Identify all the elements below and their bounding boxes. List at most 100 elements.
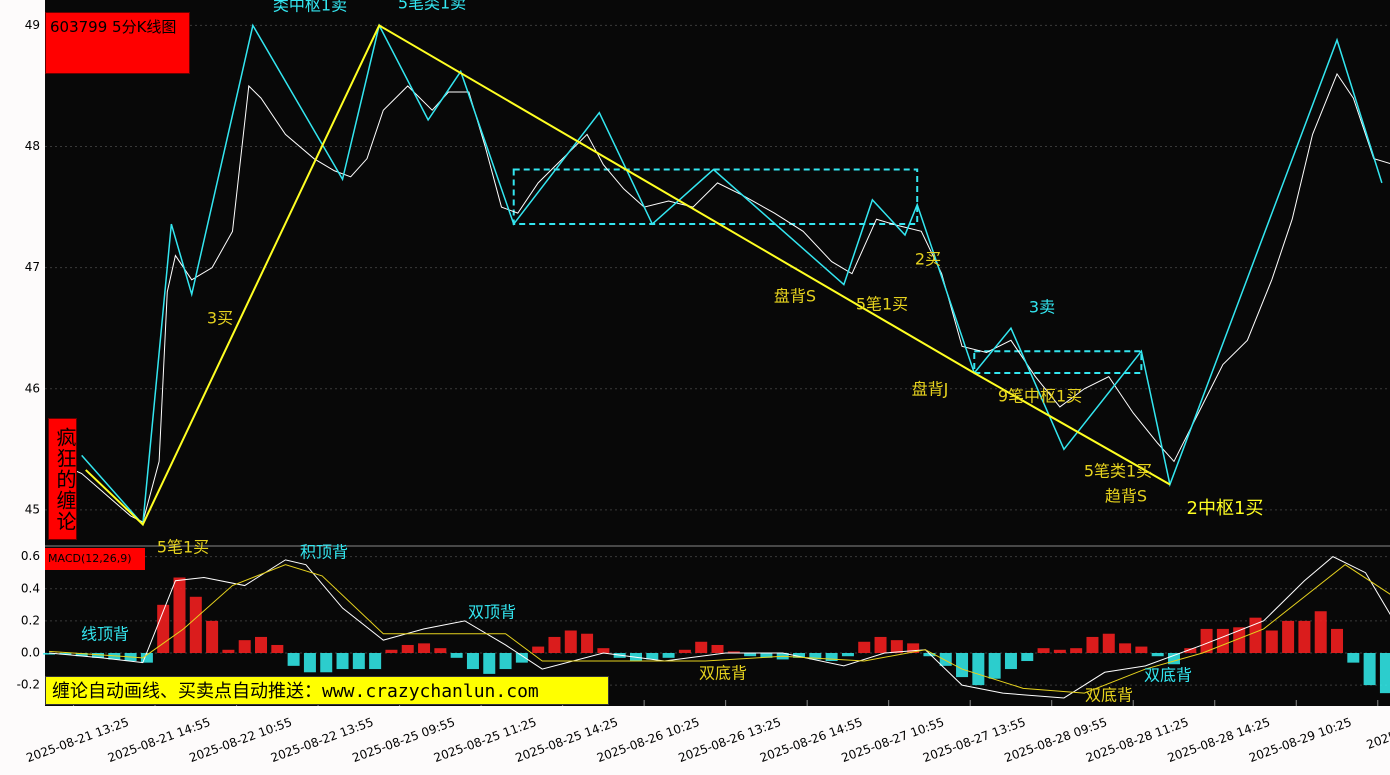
macd-label: MACD(12,26,9) bbox=[45, 548, 145, 570]
macd-bar bbox=[923, 653, 936, 657]
macd-bar bbox=[1298, 620, 1311, 653]
macd-bar bbox=[303, 653, 316, 673]
macd-bar bbox=[744, 653, 757, 657]
macd-annotation: 双底背 bbox=[1144, 666, 1192, 685]
chart-title: 603799 5分K线图 bbox=[45, 12, 190, 74]
macd-bar bbox=[956, 653, 969, 678]
macd-bar bbox=[890, 640, 903, 653]
macd-annotation: 双底背 bbox=[1085, 686, 1133, 705]
dif-line bbox=[49, 556, 1390, 699]
macd-bar bbox=[907, 643, 920, 653]
y-tick-label: 47 bbox=[25, 260, 40, 274]
macd-bar bbox=[1151, 653, 1164, 657]
macd-bar bbox=[548, 636, 561, 653]
macd-tick-label: 0.0 bbox=[21, 646, 40, 660]
macd-bar bbox=[1347, 653, 1360, 663]
macd-bar bbox=[434, 648, 447, 653]
macd-bar bbox=[939, 653, 952, 666]
macd-bar bbox=[825, 653, 838, 662]
macd-annotation: 双底背 bbox=[699, 664, 747, 683]
macd-bar bbox=[874, 636, 887, 653]
macd-annotation: 线顶背 bbox=[81, 625, 129, 644]
macd-bar bbox=[727, 651, 740, 653]
macd-bar bbox=[43, 653, 56, 655]
macd-bar bbox=[678, 649, 691, 653]
macd-bar bbox=[1070, 648, 1083, 653]
macd-bar bbox=[352, 653, 365, 670]
macd-bar bbox=[597, 648, 610, 653]
macd-bar bbox=[646, 653, 659, 660]
side-label: 疯狂的缠论 bbox=[48, 418, 77, 540]
macd-bar bbox=[1233, 627, 1246, 653]
macd-tick-label: 0.2 bbox=[21, 613, 40, 627]
macd-bar bbox=[271, 644, 284, 653]
y-tick-label: 46 bbox=[25, 381, 40, 395]
macd-bar bbox=[809, 653, 822, 660]
annotation: 5笔类1买 bbox=[1084, 462, 1152, 481]
macd-bar bbox=[336, 653, 349, 670]
macd-bar bbox=[1200, 628, 1213, 653]
macd-bar bbox=[515, 653, 528, 663]
macd-bar bbox=[858, 641, 871, 653]
macd-bar bbox=[1379, 653, 1390, 694]
macd-bar bbox=[385, 649, 398, 653]
macd-annotation: 积顶背 bbox=[300, 543, 348, 562]
y-tick-label: 45 bbox=[25, 502, 40, 516]
price-line bbox=[48, 72, 1390, 523]
y-tick-label: 48 bbox=[25, 139, 40, 153]
macd-bar bbox=[206, 620, 219, 653]
macd-tick-label: -0.2 bbox=[17, 678, 40, 692]
macd-bar bbox=[189, 596, 202, 653]
macd-bar bbox=[1216, 628, 1229, 653]
macd-bar bbox=[499, 653, 512, 670]
banner: 缠论自动画线、买卖点自动推送：www.crazychanlun.com bbox=[45, 676, 609, 705]
macd-bar bbox=[173, 577, 186, 653]
macd-bar bbox=[59, 653, 72, 655]
annotation: 5笔1买 bbox=[157, 538, 209, 557]
macd-bar bbox=[695, 641, 708, 653]
annotation: 5笔类1卖 bbox=[398, 0, 466, 13]
macd-bar bbox=[760, 653, 773, 658]
macd-bar bbox=[793, 653, 806, 658]
annotation: 趋背S bbox=[1105, 487, 1147, 506]
macd-bar bbox=[287, 653, 300, 666]
macd-bar bbox=[1331, 628, 1344, 653]
macd-bar bbox=[711, 644, 724, 653]
macd-bar bbox=[841, 653, 854, 657]
x-tick-label: 2025-08-29 bbox=[1365, 715, 1390, 752]
macd-bar bbox=[450, 653, 463, 658]
stroke-line bbox=[81, 23, 1383, 527]
macd-bar bbox=[222, 649, 235, 653]
macd-bar bbox=[91, 653, 104, 658]
annotation: 2买 bbox=[915, 250, 941, 269]
macd-bar bbox=[1167, 653, 1180, 665]
macd-bar bbox=[483, 653, 496, 674]
macd-bar bbox=[238, 640, 251, 653]
macd-bar bbox=[662, 653, 675, 658]
macd-annotation: 双顶背 bbox=[468, 603, 516, 622]
annotation: 9笔中枢1买 bbox=[998, 387, 1082, 406]
macd-bar bbox=[1363, 653, 1376, 686]
macd-bar bbox=[466, 653, 479, 670]
macd-bar bbox=[1021, 653, 1034, 662]
macd-bar bbox=[1135, 646, 1148, 653]
macd-bar bbox=[401, 644, 414, 653]
macd-bar bbox=[1053, 649, 1066, 653]
macd-bar bbox=[140, 653, 153, 663]
y-tick-label: 49 bbox=[25, 18, 40, 32]
macd-bar bbox=[320, 653, 333, 673]
macd-bar bbox=[1184, 648, 1197, 653]
dea-line bbox=[49, 564, 1390, 694]
macd-bar bbox=[255, 636, 268, 653]
macd-bar bbox=[418, 643, 431, 653]
macd-bar bbox=[532, 646, 545, 653]
annotation: 盘背S bbox=[774, 287, 816, 306]
macd-bar bbox=[1249, 617, 1262, 653]
annotation: 5笔1买 bbox=[856, 295, 908, 314]
macd-bar bbox=[581, 633, 594, 653]
macd-bar bbox=[75, 653, 88, 657]
annotation: 3卖 bbox=[1029, 298, 1055, 317]
macd-bar bbox=[1265, 630, 1278, 653]
annotation: 盘背J bbox=[912, 380, 949, 399]
